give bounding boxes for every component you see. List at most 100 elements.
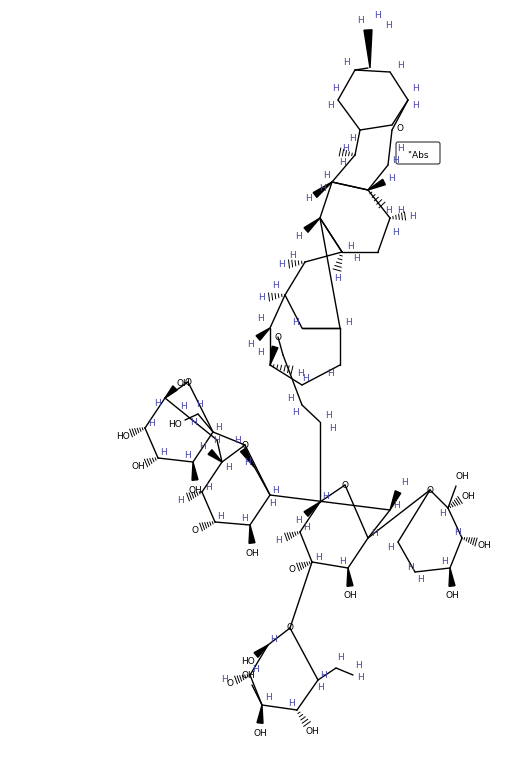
Text: H: H	[198, 441, 206, 450]
Text: HO: HO	[168, 420, 182, 428]
Text: H: H	[339, 557, 345, 565]
Text: H: H	[252, 665, 259, 674]
Text: H: H	[397, 61, 403, 69]
Text: H: H	[387, 543, 393, 551]
Text: H: H	[234, 436, 241, 444]
Text: HO: HO	[241, 657, 255, 665]
Text: H: H	[353, 253, 359, 263]
Text: O: O	[185, 377, 192, 387]
Text: H: H	[417, 575, 424, 584]
Text: H: H	[241, 514, 247, 523]
Text: H: H	[323, 170, 329, 179]
Text: H: H	[407, 563, 413, 571]
Text: H: H	[295, 232, 301, 240]
Polygon shape	[254, 645, 268, 658]
Text: H: H	[148, 419, 154, 427]
Text: H: H	[342, 143, 348, 152]
Polygon shape	[241, 448, 255, 468]
Text: H: H	[315, 553, 321, 561]
Text: HO: HO	[116, 431, 130, 440]
Text: H: H	[374, 11, 380, 19]
Text: H: H	[265, 694, 271, 702]
Text: OH: OH	[343, 591, 357, 601]
Polygon shape	[449, 568, 455, 586]
Polygon shape	[304, 502, 320, 516]
Text: H: H	[325, 410, 332, 420]
Text: H: H	[270, 634, 277, 644]
Text: H: H	[190, 417, 196, 427]
Polygon shape	[368, 179, 386, 190]
Polygon shape	[192, 462, 198, 480]
Text: H: H	[271, 486, 279, 494]
Polygon shape	[208, 450, 222, 462]
Text: OH: OH	[245, 548, 259, 557]
Text: H: H	[371, 528, 377, 537]
Polygon shape	[304, 218, 320, 233]
Text: H: H	[334, 273, 340, 283]
Text: O: O	[192, 525, 198, 534]
Text: OH: OH	[188, 486, 202, 494]
Text: OH: OH	[176, 379, 190, 387]
Text: H: H	[412, 83, 418, 92]
Polygon shape	[347, 568, 353, 586]
Text: H: H	[297, 369, 303, 377]
Text: H: H	[384, 21, 391, 29]
Text: OH: OH	[131, 461, 145, 470]
Text: O: O	[274, 333, 282, 342]
Text: H: H	[328, 424, 335, 433]
Polygon shape	[313, 182, 332, 197]
Text: H: H	[258, 293, 264, 302]
Text: H: H	[412, 101, 418, 109]
Text: H: H	[326, 101, 334, 109]
Text: H: H	[357, 674, 363, 682]
Polygon shape	[364, 30, 372, 68]
Text: H: H	[344, 317, 352, 326]
Text: H: H	[384, 206, 391, 215]
Text: H: H	[291, 317, 298, 326]
Text: H: H	[213, 436, 219, 444]
Text: H: H	[302, 373, 308, 383]
Text: H: H	[357, 15, 363, 25]
Text: H: H	[256, 347, 263, 357]
Text: H: H	[454, 527, 461, 537]
Text: H: H	[393, 500, 399, 510]
Text: H: H	[274, 535, 281, 544]
Text: O: O	[396, 123, 403, 132]
Text: H: H	[289, 250, 296, 259]
Text: H: H	[177, 496, 183, 504]
Text: H: H	[397, 143, 403, 152]
Text: H: H	[287, 393, 293, 403]
Text: O: O	[341, 480, 348, 490]
Polygon shape	[165, 386, 177, 398]
Text: H: H	[400, 477, 408, 487]
Text: H: H	[154, 399, 160, 407]
Text: OH: OH	[445, 591, 459, 601]
Text: H: H	[269, 498, 276, 507]
Text: O: O	[288, 565, 296, 574]
Text: H: H	[247, 340, 253, 349]
Text: H: H	[295, 515, 301, 524]
Text: H: H	[291, 407, 298, 417]
Text: H: H	[388, 173, 394, 182]
Text: H: H	[339, 158, 345, 166]
Text: H: H	[256, 313, 263, 323]
Text: H: H	[303, 523, 309, 531]
Text: H: H	[348, 133, 355, 142]
Text: OH: OH	[461, 491, 475, 500]
Text: OH: OH	[253, 728, 267, 738]
Text: OH: OH	[305, 728, 319, 736]
Text: H: H	[326, 369, 334, 377]
Text: H: H	[343, 58, 350, 66]
Text: H: H	[205, 483, 211, 491]
Text: H: H	[355, 661, 361, 671]
Polygon shape	[249, 525, 255, 544]
Text: H: H	[216, 511, 224, 521]
Text: H: H	[288, 698, 295, 708]
Text: H: H	[179, 401, 187, 410]
Text: O: O	[242, 440, 248, 450]
Text: H: H	[392, 227, 398, 236]
Text: H: H	[183, 450, 190, 460]
Text: H: H	[215, 423, 222, 431]
Text: OH: OH	[477, 541, 491, 550]
Text: H: H	[271, 280, 279, 290]
